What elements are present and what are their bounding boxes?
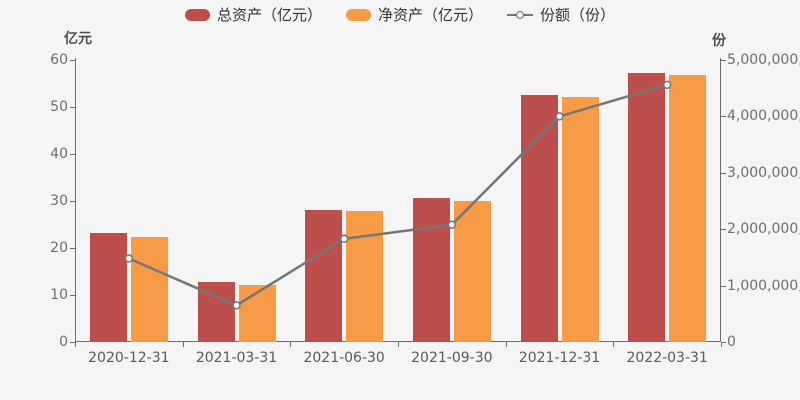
x-axis-category-label: 2021-03-31 bbox=[195, 350, 278, 366]
bar-total-assets-2021-06-30[interactable] bbox=[305, 210, 343, 342]
x-axis-tick-mark bbox=[75, 342, 76, 347]
left-axis-tick-mark bbox=[70, 107, 75, 108]
plot-area bbox=[75, 58, 721, 342]
right-axis-tick-label: 3,000,000,000 bbox=[727, 164, 800, 181]
x-axis-category-label: 2020-12-31 bbox=[88, 350, 170, 366]
right-axis-tick-mark bbox=[721, 172, 726, 174]
left-axis-tick-label: 0 bbox=[59, 334, 68, 350]
legend-line-marker-icon bbox=[507, 9, 533, 21]
left-axis-tick-mark bbox=[70, 342, 75, 343]
legend-item-total-assets[interactable]: 总资产（亿元） bbox=[184, 6, 322, 24]
x-axis-tick-mark bbox=[505, 342, 507, 347]
bar-net-assets-2021-03-31[interactable] bbox=[238, 284, 276, 342]
left-axis-tick-label: 20 bbox=[50, 240, 68, 256]
right-axis-tick-mark bbox=[721, 285, 726, 287]
bar-net-assets-2021-06-30[interactable] bbox=[346, 211, 384, 342]
right-axis-tick-label: 5,000,000,000 bbox=[727, 52, 800, 68]
right-axis-tick-mark bbox=[721, 342, 726, 343]
right-axis-tick-mark bbox=[721, 229, 726, 231]
right-axis-tick-mark bbox=[721, 116, 726, 118]
left-axis-tick-label: 40 bbox=[50, 146, 68, 162]
x-axis-tick-mark bbox=[182, 342, 184, 347]
left-axis-unit-label: 亿元 bbox=[64, 31, 92, 47]
x-axis-tick-mark bbox=[613, 342, 615, 347]
left-axis-tick-mark bbox=[70, 60, 75, 61]
left-axis-tick-mark bbox=[70, 248, 75, 249]
right-axis-tick-label: 1,000,000,000 bbox=[727, 277, 800, 294]
x-axis-tick-mark bbox=[290, 342, 292, 347]
legend-item-net-assets[interactable]: 净资产（亿元） bbox=[345, 6, 483, 24]
left-axis-tick-mark bbox=[70, 201, 75, 202]
left-axis-tick-label: 10 bbox=[50, 287, 68, 303]
legend-label-total-assets: 总资产（亿元） bbox=[216, 6, 322, 24]
right-axis-tick-label: 0 bbox=[727, 334, 736, 350]
x-axis-tick-mark bbox=[721, 342, 722, 347]
left-axis-tick-label: 60 bbox=[50, 52, 68, 68]
bar-net-assets-2021-09-30[interactable] bbox=[453, 200, 491, 342]
legend-label-net-assets: 净资产（亿元） bbox=[377, 6, 483, 24]
legend: 总资产（亿元） 净资产（亿元） 份额（份） bbox=[0, 6, 800, 24]
x-axis-category-label: 2022-03-31 bbox=[626, 350, 708, 366]
x-axis-category-label: 2021-06-30 bbox=[303, 350, 385, 366]
x-axis-category-label: 2021-09-30 bbox=[411, 350, 493, 366]
legend-item-shares[interactable]: 份额（份） bbox=[507, 6, 615, 24]
legend-swatch-net-assets-icon bbox=[345, 9, 371, 21]
bar-total-assets-2021-09-30[interactable] bbox=[412, 197, 450, 342]
x-axis-tick-mark bbox=[398, 342, 399, 347]
left-axis-tick-label: 50 bbox=[50, 99, 68, 115]
x-axis-category-label: 2021-12-31 bbox=[518, 350, 601, 366]
left-axis-tick-mark bbox=[70, 154, 75, 155]
right-axis-unit-label: 份 bbox=[712, 33, 726, 49]
right-axis-tick-mark bbox=[721, 60, 726, 61]
right-axis-tick-label: 2,000,000,000 bbox=[727, 221, 800, 238]
bar-net-assets-2020-12-31[interactable] bbox=[130, 236, 168, 342]
bar-net-assets-2022-03-31[interactable] bbox=[669, 75, 707, 342]
right-axis-tick-label: 4,000,000,000 bbox=[727, 108, 800, 125]
bar-total-assets-2020-12-31[interactable] bbox=[89, 233, 127, 342]
bar-total-assets-2022-03-31[interactable] bbox=[628, 73, 666, 342]
legend-swatch-total-assets-icon bbox=[184, 9, 210, 21]
left-axis-tick-label: 30 bbox=[50, 193, 68, 209]
bar-net-assets-2021-12-31[interactable] bbox=[561, 97, 599, 342]
bar-total-assets-2021-03-31[interactable] bbox=[197, 281, 235, 342]
left-axis-tick-mark bbox=[70, 295, 75, 296]
legend-label-shares: 份额（份） bbox=[540, 6, 616, 24]
bar-total-assets-2021-12-31[interactable] bbox=[520, 95, 558, 342]
